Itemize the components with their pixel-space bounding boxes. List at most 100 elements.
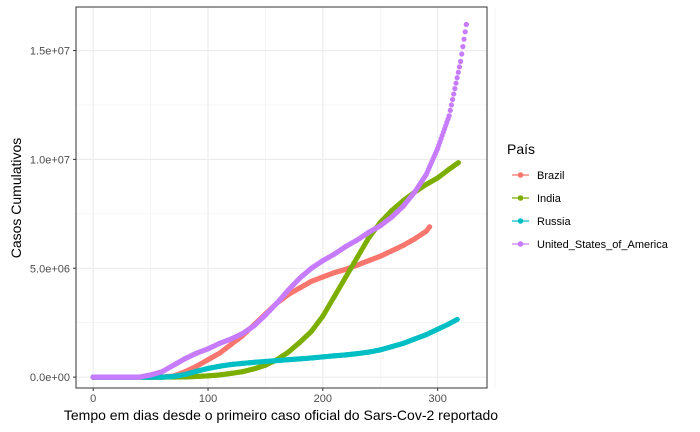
data-point: [377, 347, 383, 353]
data-point: [320, 274, 326, 280]
y-axis-ticks: 0.0e+00 5.0e+06 1.0e+07 1.5e+07: [30, 46, 76, 384]
data-point: [308, 278, 314, 284]
data-point: [320, 313, 326, 319]
data-point: [331, 353, 337, 359]
x-tick-label: 300: [428, 393, 446, 405]
data-point: [297, 356, 303, 362]
data-point: [320, 354, 326, 360]
data-point: [423, 181, 429, 188]
data-point: [239, 369, 246, 375]
data-point: [308, 355, 314, 361]
data-point: [170, 362, 177, 368]
data-point: [239, 330, 246, 337]
data-point: [343, 243, 349, 250]
data-point: [228, 361, 234, 368]
data-point: [159, 374, 165, 380]
data-point: [448, 102, 455, 108]
data-point: [435, 145, 441, 152]
legend: País Brazil India Russia United_States_of_A…: [507, 141, 669, 251]
data-point: [427, 224, 433, 230]
data-point: [454, 75, 460, 81]
legend-key-point: [517, 241, 524, 247]
data-point: [366, 349, 372, 355]
data-point: [205, 357, 211, 363]
data-point: [193, 373, 200, 380]
data-point: [456, 64, 463, 70]
data-point: [451, 91, 457, 97]
data-point: [446, 113, 452, 119]
data-point: [354, 351, 360, 357]
data-point: [297, 339, 303, 345]
y-tick-label: 1.5e+07: [30, 46, 70, 58]
data-point: [377, 253, 383, 259]
data-point: [452, 86, 458, 92]
data-point: [331, 293, 337, 300]
data-point: [262, 358, 269, 365]
data-point: [457, 58, 464, 65]
data-point: [389, 248, 395, 254]
y-tick-label: 1.0e+07: [30, 154, 70, 166]
legend-key-point: [517, 218, 524, 224]
data-point: [274, 357, 280, 364]
data-point: [461, 36, 467, 42]
x-tick-label: 0: [90, 393, 96, 405]
y-axis-title: Casos Cumulativos: [8, 138, 24, 259]
series-united-states-of-america: [90, 21, 469, 380]
major-gridlines: [76, 7, 487, 388]
legend-label: Brazil: [537, 170, 565, 182]
data-point: [449, 96, 456, 103]
data-point: [285, 357, 291, 363]
data-point: [423, 228, 429, 234]
data-point: [412, 236, 418, 242]
data-point: [462, 29, 468, 35]
data-point: [320, 258, 326, 264]
data-point: [400, 340, 406, 346]
legend-item: Russia: [512, 216, 572, 228]
data-point: [216, 363, 223, 369]
data-point: [285, 287, 291, 293]
data-point: [205, 365, 211, 372]
data-point: [446, 166, 452, 172]
data-point: [435, 326, 441, 332]
data-point: [170, 373, 177, 380]
x-axis-title: Tempo em dias desde o primeiro caso ofic…: [64, 407, 498, 423]
data-point: [377, 223, 383, 229]
data-point: [216, 350, 223, 356]
data-point: [446, 321, 452, 327]
legend-label: Russia: [537, 216, 572, 228]
data-point: [182, 356, 188, 362]
data-point: [285, 349, 291, 355]
data-point: [148, 372, 154, 378]
data-point: [262, 312, 269, 318]
legend-label: India: [537, 193, 562, 205]
data-point: [182, 371, 188, 378]
data-point: [331, 251, 337, 257]
data-point: [297, 285, 303, 291]
data-point: [354, 254, 360, 260]
data-point: [343, 274, 349, 280]
series-russia: [90, 316, 460, 380]
legend-label: United_States_of_America: [537, 239, 669, 251]
data-point: [193, 363, 200, 369]
data-point: [136, 374, 142, 380]
data-point: [389, 214, 395, 220]
data-point: [343, 352, 349, 358]
x-axis-ticks: 0 100 200 300: [90, 388, 447, 405]
data-point: [205, 346, 211, 352]
data-point: [354, 237, 360, 243]
data-point: [90, 374, 96, 380]
data-point: [228, 336, 234, 342]
data-point: [463, 21, 469, 28]
data-point: [400, 203, 406, 209]
data-point: [455, 69, 461, 75]
data-point: [331, 270, 337, 276]
data-point: [251, 366, 257, 372]
data-point: [460, 44, 466, 50]
data-point: [216, 340, 223, 346]
series-india: [90, 160, 461, 380]
data-point: [366, 229, 372, 235]
legend-key-point: [517, 172, 524, 178]
data-point: [412, 189, 418, 195]
legend-key-point: [517, 195, 524, 201]
series-layer: [90, 21, 469, 380]
